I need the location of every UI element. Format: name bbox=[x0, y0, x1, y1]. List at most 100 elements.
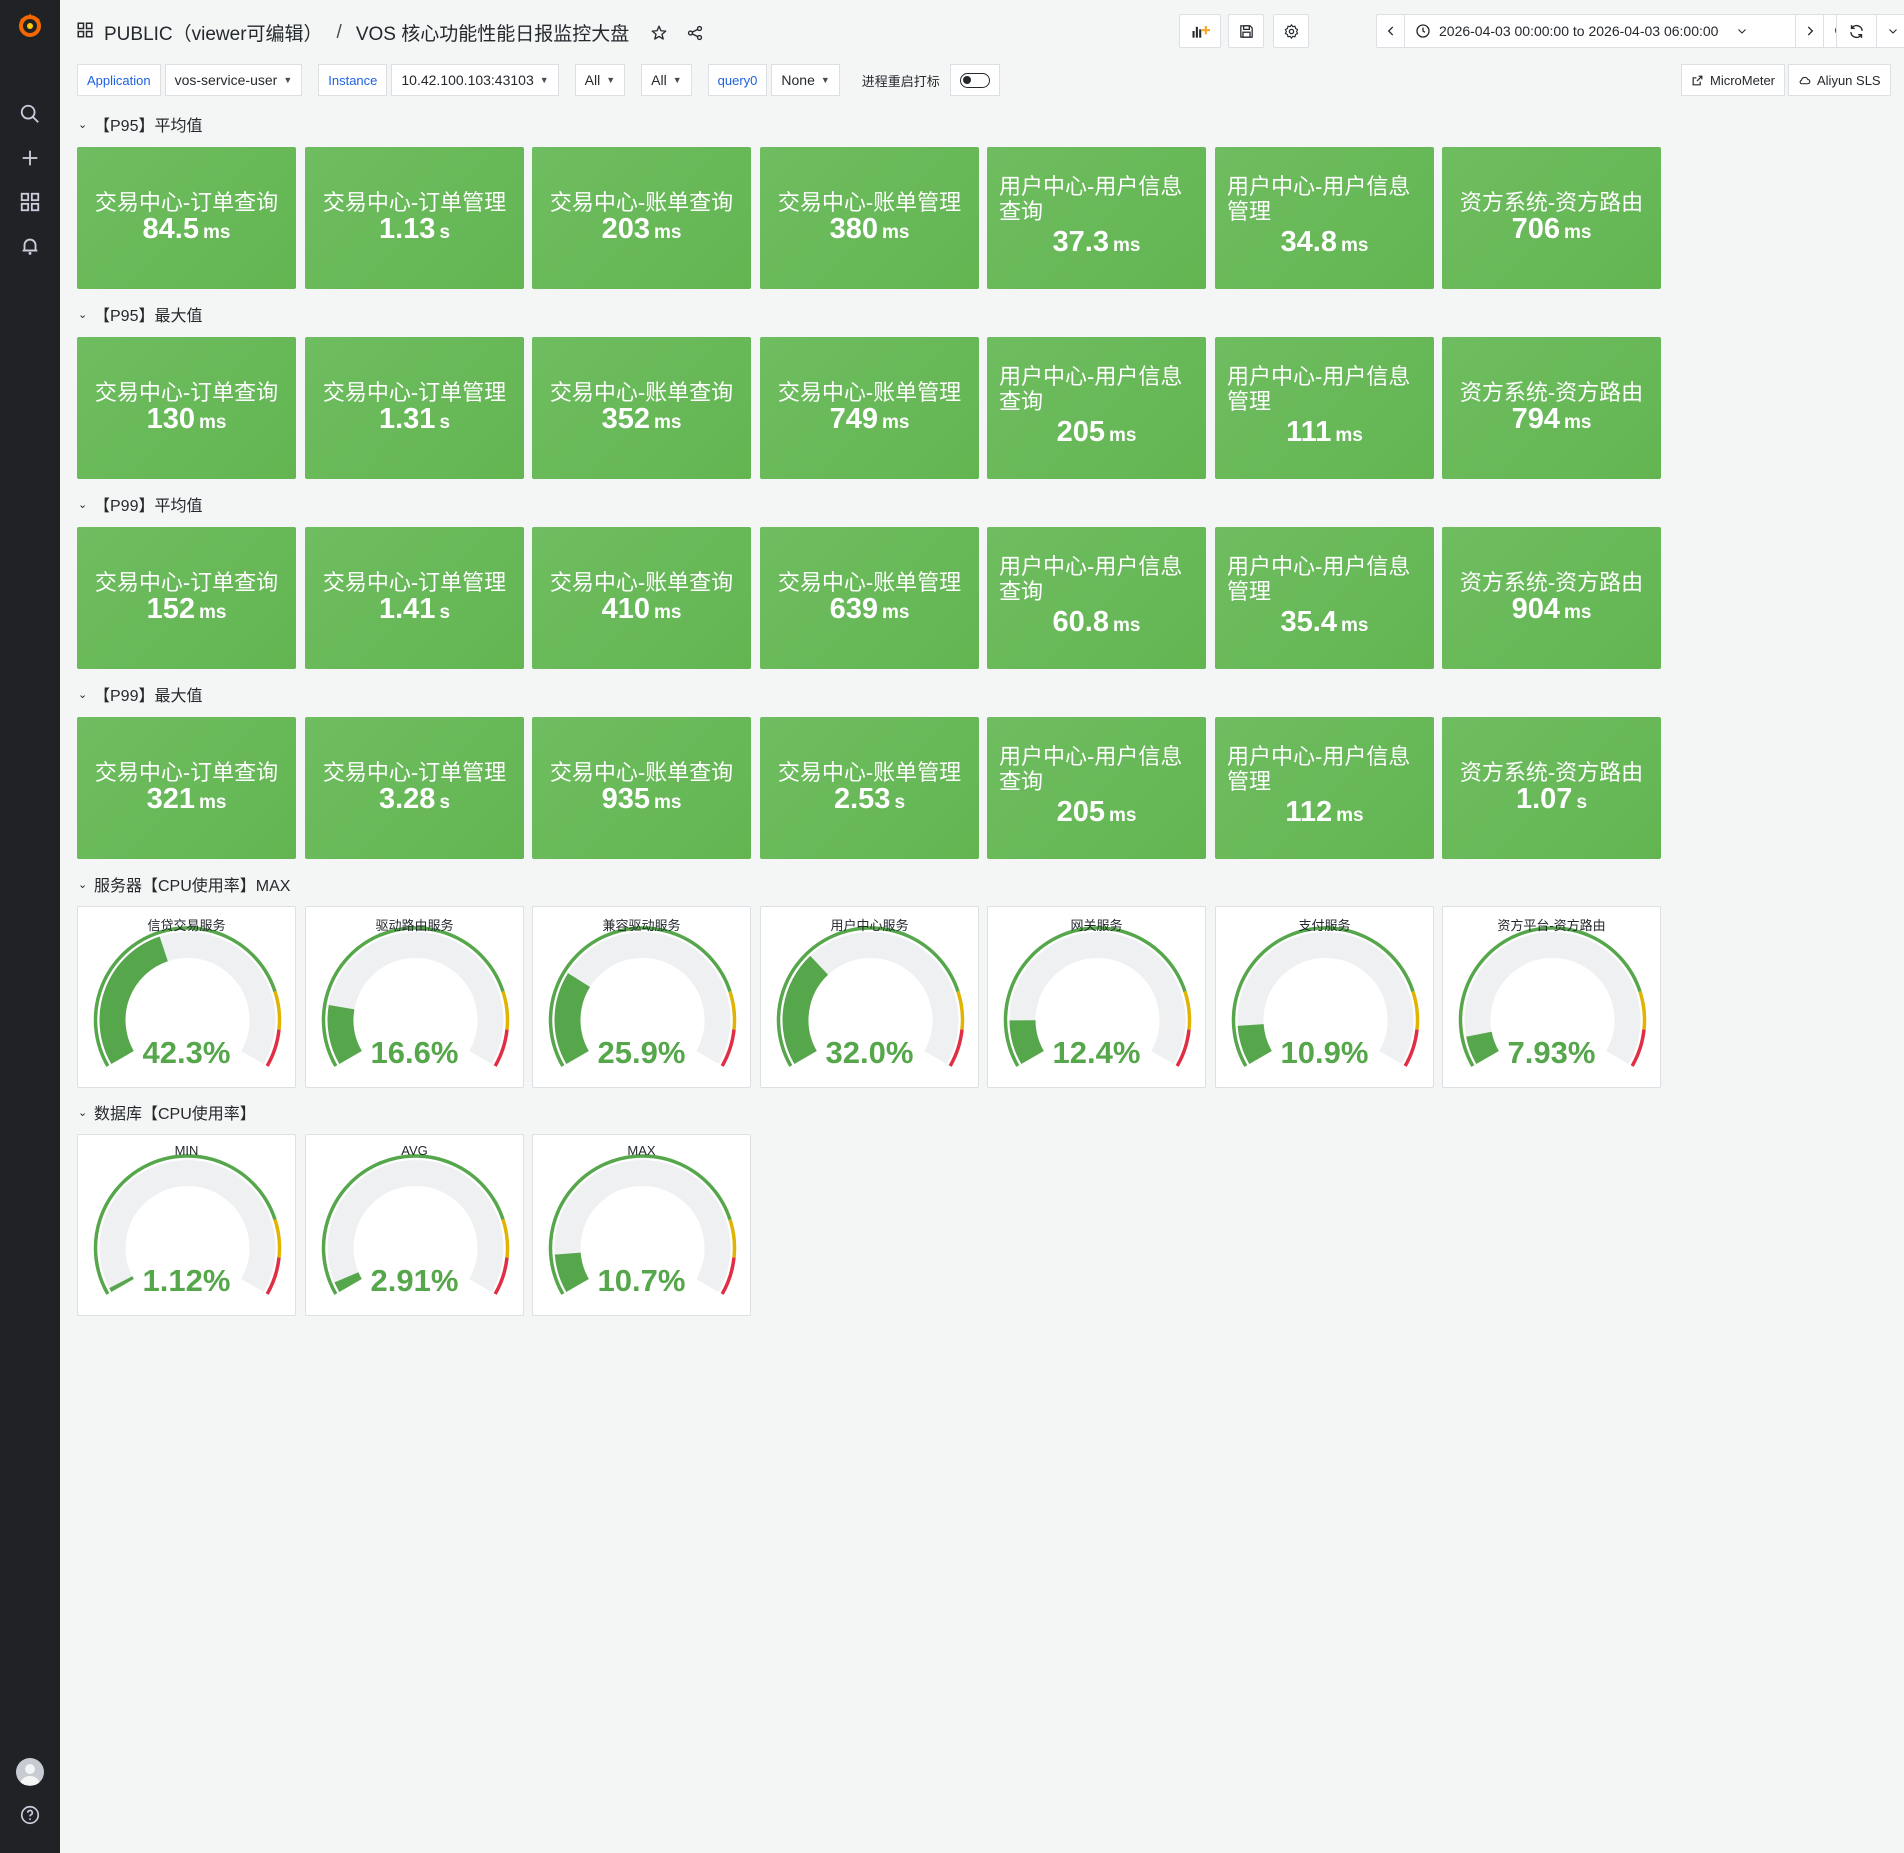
save-button[interactable] bbox=[1228, 14, 1264, 48]
stat-number: 352 bbox=[601, 403, 650, 435]
add-panel-button[interactable] bbox=[1179, 14, 1221, 48]
stat-title: 交易中心-账单查询 bbox=[549, 380, 734, 405]
stat-number: 35.4 bbox=[1280, 606, 1337, 638]
stat-panel[interactable]: 交易中心-订单管理 3.28 s bbox=[305, 717, 524, 859]
stat-title: 交易中心-订单查询 bbox=[94, 380, 279, 405]
all-select-2[interactable]: All ▼ bbox=[641, 64, 692, 96]
stat-number: 205 bbox=[1056, 416, 1105, 448]
gauge-panel[interactable]: 网关服务 12.4% bbox=[987, 906, 1206, 1088]
stat-unit: ms bbox=[198, 602, 227, 623]
stat-panel[interactable]: 用户中心-用户信息管理 112 ms bbox=[1215, 717, 1434, 859]
stat-value: 37.3 ms bbox=[987, 226, 1206, 259]
time-back-button[interactable] bbox=[1377, 15, 1405, 47]
query0-select[interactable]: None ▼ bbox=[771, 64, 840, 96]
stat-panel[interactable]: 用户中心-用户信息查询 37.3 ms bbox=[987, 147, 1206, 289]
stat-panel[interactable]: 交易中心-订单查询 130 ms bbox=[77, 337, 296, 479]
dashboards-icon[interactable] bbox=[14, 186, 46, 218]
stat-panel[interactable]: 交易中心-订单管理 1.31 s bbox=[305, 337, 524, 479]
stat-panel[interactable]: 用户中心-用户信息管理 34.8 ms bbox=[1215, 147, 1434, 289]
stat-panel[interactable]: 交易中心-订单管理 1.13 s bbox=[305, 147, 524, 289]
folder-link[interactable]: PUBLIC（viewer可编辑） bbox=[104, 24, 323, 45]
stat-unit: ms bbox=[202, 222, 231, 243]
row-p95-max[interactable]: ⌄ 【P95】最大值 bbox=[78, 302, 202, 326]
stat-panel[interactable]: 交易中心-账单管理 749 ms bbox=[760, 337, 979, 479]
gauge-panel[interactable]: MIN 1.12% bbox=[77, 1134, 296, 1316]
bell-icon[interactable] bbox=[14, 230, 46, 262]
row-cpu-server[interactable]: ⌄ 服务器【CPU使用率】MAX bbox=[78, 872, 290, 896]
gauge-panel[interactable]: MAX 10.7% bbox=[532, 1134, 751, 1316]
instance-select[interactable]: 10.42.100.103:43103 ▼ bbox=[391, 64, 559, 96]
gauge-panel[interactable]: 用户中心服务 32.0% bbox=[760, 906, 979, 1088]
chevron-down-icon: ⌄ bbox=[78, 1106, 88, 1119]
stat-panel[interactable]: 资方系统-资方路由 904 ms bbox=[1442, 527, 1661, 669]
aliyun-sls-link[interactable]: Aliyun SLS bbox=[1788, 64, 1891, 96]
stat-panel[interactable]: 交易中心-账单管理 639 ms bbox=[760, 527, 979, 669]
stat-panel[interactable]: 用户中心-用户信息查询 205 ms bbox=[987, 337, 1206, 479]
help-icon[interactable] bbox=[14, 1799, 46, 1831]
stat-panel[interactable]: 资方系统-资方路由 794 ms bbox=[1442, 337, 1661, 479]
share-icon[interactable] bbox=[683, 21, 707, 45]
search-icon[interactable] bbox=[14, 98, 46, 130]
row-p95-avg[interactable]: ⌄ 【P95】平均值 bbox=[78, 112, 202, 136]
stat-panel[interactable]: 用户中心-用户信息管理 35.4 ms bbox=[1215, 527, 1434, 669]
stat-panel[interactable]: 交易中心-订单查询 84.5 ms bbox=[77, 147, 296, 289]
row-cpu-db[interactable]: ⌄ 数据库【CPU使用率】 bbox=[78, 1100, 256, 1124]
stat-panel[interactable]: 交易中心-订单管理 1.41 s bbox=[305, 527, 524, 669]
stat-panel[interactable]: 资方系统-资方路由 706 ms bbox=[1442, 147, 1661, 289]
stat-title: 交易中心-订单管理 bbox=[322, 570, 507, 595]
refresh-button[interactable] bbox=[1836, 14, 1904, 48]
stat-panel[interactable]: 交易中心-账单管理 2.53 s bbox=[760, 717, 979, 859]
refresh-icon[interactable] bbox=[1837, 15, 1877, 47]
stat-panel[interactable]: 交易中心-账单管理 380 ms bbox=[760, 147, 979, 289]
stat-panel[interactable]: 资方系统-资方路由 1.07 s bbox=[1442, 717, 1661, 859]
restart-flag-toggle[interactable] bbox=[949, 64, 1000, 96]
plus-icon[interactable] bbox=[14, 142, 46, 174]
stat-panel[interactable]: 交易中心-账单查询 935 ms bbox=[532, 717, 751, 859]
stat-panel[interactable]: 用户中心-用户信息查询 60.8 ms bbox=[987, 527, 1206, 669]
star-icon[interactable] bbox=[647, 21, 671, 45]
stat-number: 130 bbox=[146, 403, 195, 435]
time-range-picker[interactable]: 2026-04-03 00:00:00 to 2026-04-03 06:00:… bbox=[1376, 14, 1860, 48]
row-p99-avg[interactable]: ⌄ 【P99】平均值 bbox=[78, 492, 202, 516]
gauge-panel[interactable]: 支付服务 10.9% bbox=[1215, 906, 1434, 1088]
stat-title: 交易中心-订单管理 bbox=[322, 380, 507, 405]
stat-number: 34.8 bbox=[1280, 226, 1337, 258]
gauge-panel[interactable]: 信贷交易服务 42.3% bbox=[77, 906, 296, 1088]
gauge-panel[interactable]: 兼容驱动服务 25.9% bbox=[532, 906, 751, 1088]
stat-value: 410 ms bbox=[532, 593, 751, 626]
dashboard-title[interactable]: VOS 核心功能性能日报监控大盘 bbox=[355, 24, 630, 45]
stat-value: 130 ms bbox=[77, 403, 296, 436]
stat-panel[interactable]: 交易中心-账单查询 352 ms bbox=[532, 337, 751, 479]
application-value: vos-service-user bbox=[174, 72, 278, 88]
settings-gear-icon[interactable] bbox=[1273, 14, 1309, 48]
time-forward-button[interactable] bbox=[1795, 15, 1823, 47]
gauge-panel[interactable]: 驱动路由服务 16.6% bbox=[305, 906, 524, 1088]
all-value-2: All bbox=[651, 72, 667, 88]
chevron-down-icon: ⌄ bbox=[78, 118, 88, 131]
stat-value: 152 ms bbox=[77, 593, 296, 626]
row-p99-max[interactable]: ⌄ 【P99】最大值 bbox=[78, 682, 202, 706]
gauge-panel[interactable]: 资方平台-资方路由 7.93% bbox=[1442, 906, 1661, 1088]
gauge-threshold-arc bbox=[1403, 1029, 1419, 1067]
time-range-display[interactable]: 2026-04-03 00:00:00 to 2026-04-03 06:00:… bbox=[1405, 15, 1795, 47]
stat-panel[interactable]: 交易中心-账单查询 410 ms bbox=[532, 527, 751, 669]
row-p99-max-label: 【P99】最大值 bbox=[94, 688, 203, 705]
gauge-threshold-arc bbox=[1175, 1029, 1191, 1067]
stat-panel[interactable]: 交易中心-账单查询 203 ms bbox=[532, 147, 751, 289]
gauge-title: MAX bbox=[627, 1143, 656, 1158]
stat-panel[interactable]: 交易中心-订单查询 152 ms bbox=[77, 527, 296, 669]
stat-number: 112 bbox=[1285, 796, 1333, 828]
stat-panel[interactable]: 用户中心-用户信息管理 111 ms bbox=[1215, 337, 1434, 479]
application-label: Application bbox=[77, 64, 161, 96]
stat-panel[interactable]: 交易中心-订单查询 321 ms bbox=[77, 717, 296, 859]
avatar[interactable] bbox=[16, 1758, 44, 1786]
grafana-logo-icon[interactable] bbox=[14, 9, 46, 41]
stat-panel[interactable]: 用户中心-用户信息查询 205 ms bbox=[987, 717, 1206, 859]
application-select[interactable]: vos-service-user ▼ bbox=[164, 64, 303, 96]
gauge-panel[interactable]: AVG 2.91% bbox=[305, 1134, 524, 1316]
instance-label: Instance bbox=[318, 64, 388, 96]
stat-title: 交易中心-订单管理 bbox=[322, 760, 507, 785]
all-select-1[interactable]: All ▼ bbox=[574, 64, 626, 96]
micrometer-link[interactable]: MicroMeter bbox=[1681, 64, 1786, 96]
refresh-interval-chevron-icon[interactable] bbox=[1877, 15, 1904, 47]
